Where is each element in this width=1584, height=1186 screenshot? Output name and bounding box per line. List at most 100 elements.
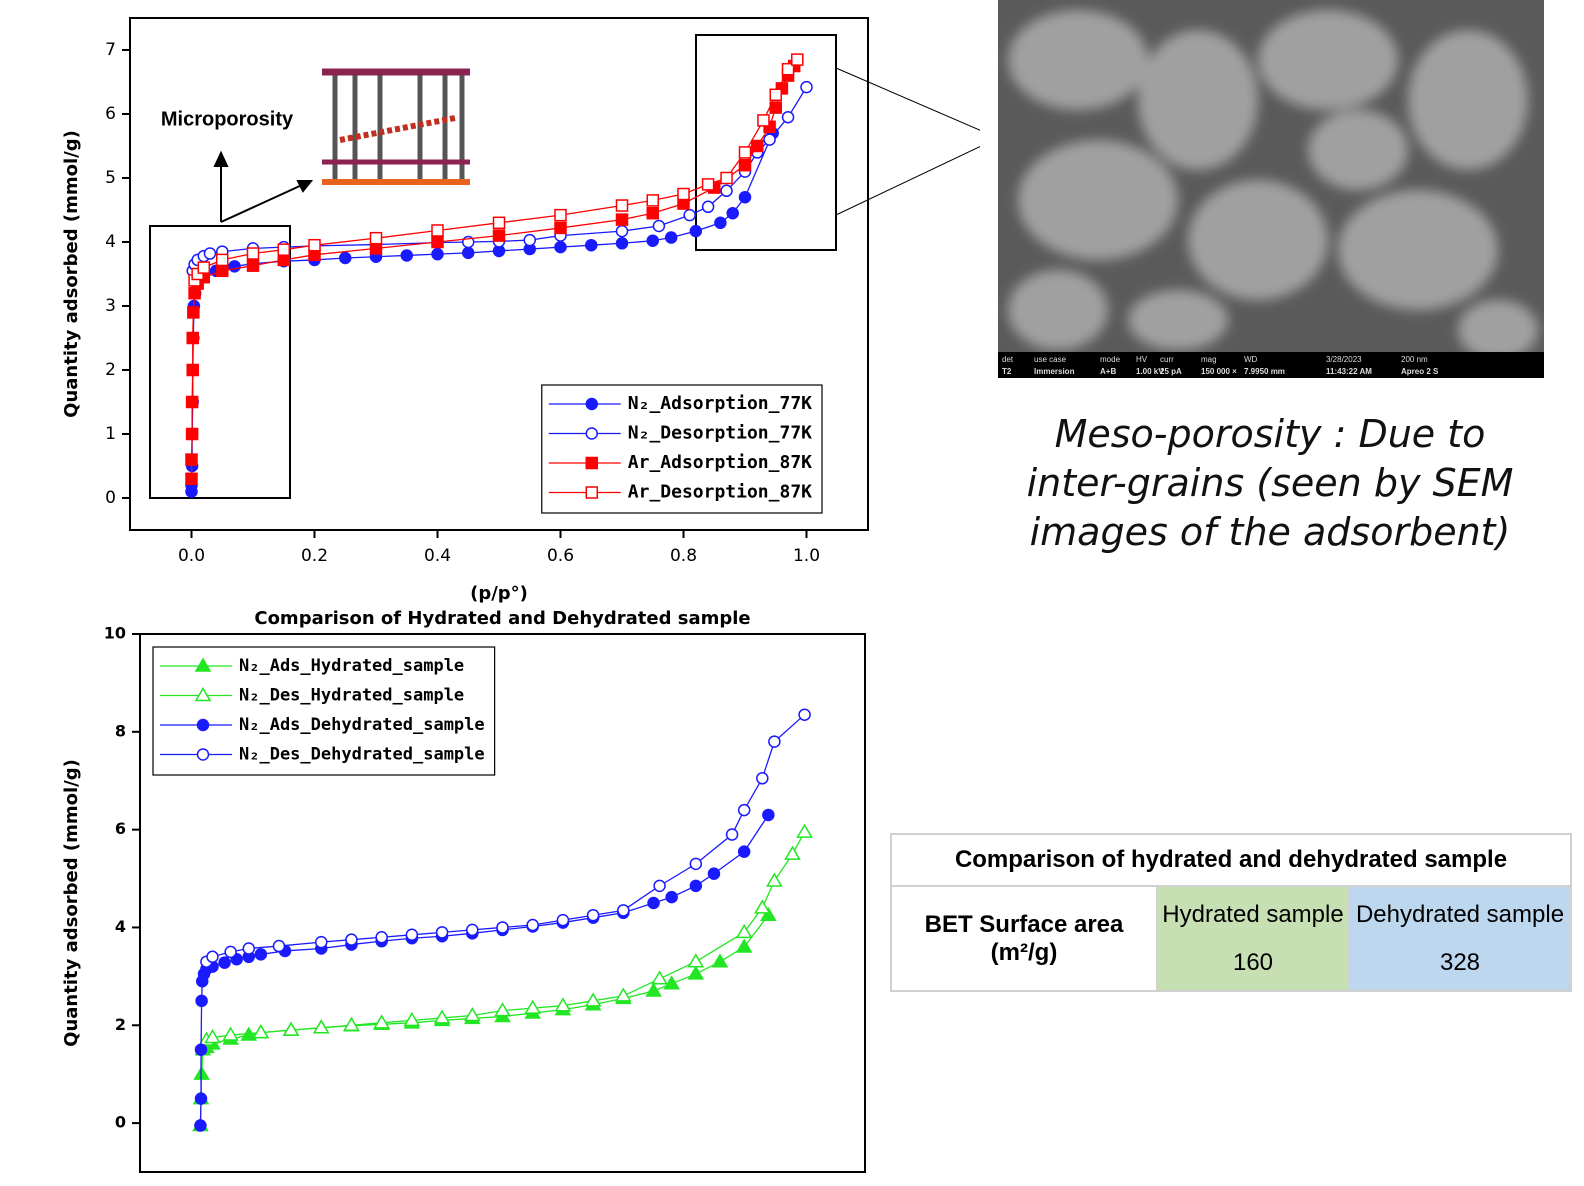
marker xyxy=(186,331,199,345)
marker xyxy=(584,992,602,1007)
marker xyxy=(197,261,211,274)
marker xyxy=(701,200,715,214)
marker xyxy=(222,1026,239,1041)
annotation-shapes xyxy=(149,34,980,499)
marker xyxy=(194,1043,208,1056)
sem-info: 1.00 kV xyxy=(1136,367,1164,376)
y-axis-label: Quantity adsorbed (mmol/g) xyxy=(61,130,82,418)
caption-line: images of the adsorbent) xyxy=(1029,510,1511,554)
marker xyxy=(526,918,539,932)
marker xyxy=(494,1002,511,1017)
cell: Dehydrated sample 328 xyxy=(1348,885,1572,992)
marker xyxy=(431,224,444,237)
marker xyxy=(369,242,383,255)
caption-line: Meso-porosity : Due to xyxy=(1054,412,1486,456)
marker xyxy=(738,190,752,204)
marker xyxy=(194,657,212,672)
row-label: BET Surface area (m²/g) xyxy=(890,885,1158,992)
marker xyxy=(312,1019,330,1034)
marker xyxy=(585,397,599,411)
y-tick-label: 6 xyxy=(115,819,126,838)
plot-frame xyxy=(139,633,866,1173)
marker xyxy=(707,867,721,880)
marker xyxy=(791,53,804,66)
marker xyxy=(185,453,198,466)
legend: N₂_Ads_Hydrated_sample N₂_Des_Hydrated_sa… xyxy=(152,646,496,776)
sem-info: T2 xyxy=(1002,367,1012,376)
marker xyxy=(653,879,666,893)
y-tick-label: 1 xyxy=(105,424,116,444)
marker xyxy=(784,845,801,860)
marker xyxy=(185,472,198,486)
marker xyxy=(751,139,764,153)
y-tick-label: 4 xyxy=(105,232,116,252)
marker xyxy=(585,486,599,499)
y-tick-label: 8 xyxy=(115,721,126,740)
marker xyxy=(760,906,777,921)
sem-info: 11:43:22 AM xyxy=(1326,367,1372,376)
legend-label: Ar_Desorption_87K xyxy=(628,482,812,503)
marker xyxy=(433,1009,451,1024)
y-tick-label: 3 xyxy=(105,296,116,316)
marker xyxy=(585,456,599,470)
x-axis-label: (p/p°) xyxy=(470,583,528,604)
marker xyxy=(615,199,629,212)
legend-label: Ar_Adsorption_87K xyxy=(628,452,812,473)
marker xyxy=(737,803,751,817)
marker xyxy=(753,899,771,914)
marker xyxy=(242,942,255,955)
marker xyxy=(646,194,659,207)
marker xyxy=(735,938,753,953)
y-tick-label: 5 xyxy=(105,168,116,188)
bet-table: Comparison of hydrated and dehydrated sa… xyxy=(890,833,1572,992)
marker xyxy=(766,872,783,887)
marker xyxy=(216,264,229,278)
marker xyxy=(677,187,690,201)
marker xyxy=(683,208,696,222)
marker xyxy=(714,216,727,230)
sem-info: 7.9950 mm xyxy=(1244,367,1285,376)
marker xyxy=(556,913,570,927)
marker xyxy=(315,935,328,949)
x-tick-label: 0.2 xyxy=(301,546,328,566)
crystal-structure xyxy=(322,68,470,192)
marker xyxy=(554,221,567,235)
marker xyxy=(369,231,383,245)
marker xyxy=(492,229,506,242)
marker xyxy=(254,948,268,961)
chart: 0 1 2 3 4 5 6 7 0.0 0.2 0.4 0.6 0.8 1.0 (p/p°) Quantity… xyxy=(61,17,869,604)
marker xyxy=(345,933,358,946)
sem-image: det T2 use case Immersion mode A+B HV 1.00 kV cu… xyxy=(998,0,1544,378)
chart-title: Comparison of Hydrated and Dehydrated sa… xyxy=(254,608,750,629)
marker xyxy=(781,110,795,124)
marker xyxy=(689,857,703,871)
y-tick-label: 2 xyxy=(105,360,116,380)
marker xyxy=(187,306,200,319)
marker xyxy=(194,687,212,702)
marker xyxy=(720,171,733,185)
sem-info: 25 pA xyxy=(1160,367,1182,376)
marker xyxy=(343,1016,360,1032)
marker xyxy=(663,975,680,990)
sem-info: Apreo 2 S xyxy=(1401,367,1439,376)
marker xyxy=(196,718,210,732)
sem-info: A+B xyxy=(1100,367,1116,376)
marker xyxy=(204,1029,221,1044)
sem-info: curr xyxy=(1160,355,1174,364)
marker xyxy=(224,945,237,959)
marker xyxy=(651,970,668,985)
cell-value: 160 xyxy=(1232,948,1274,976)
marker xyxy=(645,982,662,997)
sem-info: 200 nm xyxy=(1401,355,1428,364)
legend-label: N₂_Desorption_77K xyxy=(628,423,812,444)
marker xyxy=(756,772,769,785)
x-tick-label: 0.0 xyxy=(178,546,205,566)
marker xyxy=(431,247,444,261)
marker xyxy=(757,114,770,127)
marker xyxy=(277,253,290,267)
y-tick-label: 0 xyxy=(105,488,116,508)
marker xyxy=(763,133,776,146)
marker xyxy=(586,908,600,922)
marker xyxy=(615,224,629,238)
